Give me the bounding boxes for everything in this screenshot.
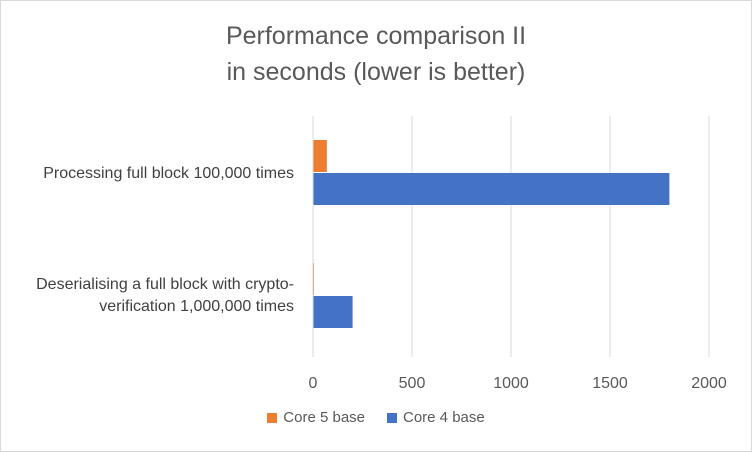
legend-swatch-core5: [267, 412, 278, 423]
legend: Core 5 base Core 4 base: [0, 409, 752, 426]
x-tick-label: 0: [309, 375, 318, 392]
bar-core4-cat0: [313, 173, 670, 205]
bar-core4-cat1: [313, 296, 353, 328]
category-label-deserialising: Deserialising a full block with crypto- …: [36, 274, 294, 318]
legend-item-core4: Core 4 base: [387, 409, 485, 426]
x-tick-label: 1000: [493, 375, 529, 392]
bar-core5-cat0: [313, 140, 327, 172]
legend-swatch-core4: [387, 412, 397, 423]
legend-item-core5: Core 5 base: [267, 409, 365, 426]
category-label-line: Deserialising a full block with crypto-: [36, 276, 294, 293]
legend-label-core5: Core 5 base: [283, 409, 365, 426]
x-tick-label: 2000: [691, 375, 727, 392]
category-label-line: Processing full block 100,000 times: [43, 165, 294, 182]
chart-title-line-1: Performance comparison II: [225, 22, 527, 50]
legend-label-core4: Core 4 base: [403, 409, 485, 426]
category-label-line: verification 1,000,000 times: [99, 298, 294, 315]
x-tick-label: 1500: [592, 375, 628, 392]
chart-title: Performance comparison II in seconds (lo…: [0, 18, 752, 90]
x-tick-label: 500: [399, 375, 426, 392]
category-label-processing: Processing full block 100,000 times: [43, 163, 294, 185]
chart-title-line-2: in seconds (lower is better): [226, 58, 526, 86]
